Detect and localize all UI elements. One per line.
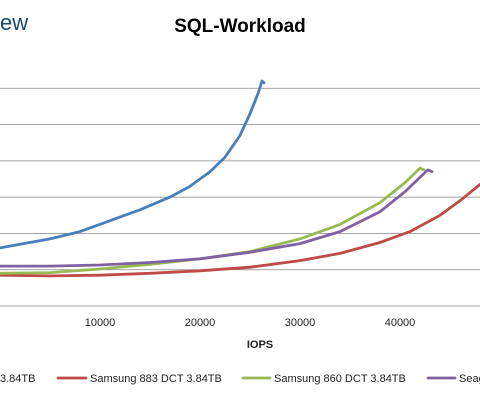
series-line-1 — [0, 79, 266, 250]
x-tick-label: 30000 — [285, 317, 316, 329]
series-line-2 — [0, 182, 480, 278]
legend-label: 3.84TB — [0, 373, 35, 385]
gridlines — [0, 87, 480, 307]
series-lines — [0, 79, 480, 278]
series-line-3 — [0, 166, 426, 275]
x-tick-label: 20000 — [185, 317, 216, 329]
x-axis-title: IOPS — [247, 339, 273, 351]
chart-title: SQL-Workload — [174, 16, 306, 37]
legend-label: Samsung 860 DCT 3.84TB — [274, 373, 406, 385]
legend-label: Samsung 883 DCT 3.84TB — [90, 373, 222, 385]
series-line-4 — [0, 168, 434, 268]
legend: 3.84TB Samsung 883 DCT 3.84TB Samsung 860 … — [0, 373, 480, 385]
x-axis-tick-labels: 10000 20000 30000 40000 — [85, 317, 416, 329]
x-tick-label: 10000 — [85, 317, 116, 329]
x-tick-label: 40000 — [385, 317, 416, 329]
brand-logo-fragment: ew — [0, 10, 28, 35]
legend-label: Seag — [459, 373, 480, 385]
